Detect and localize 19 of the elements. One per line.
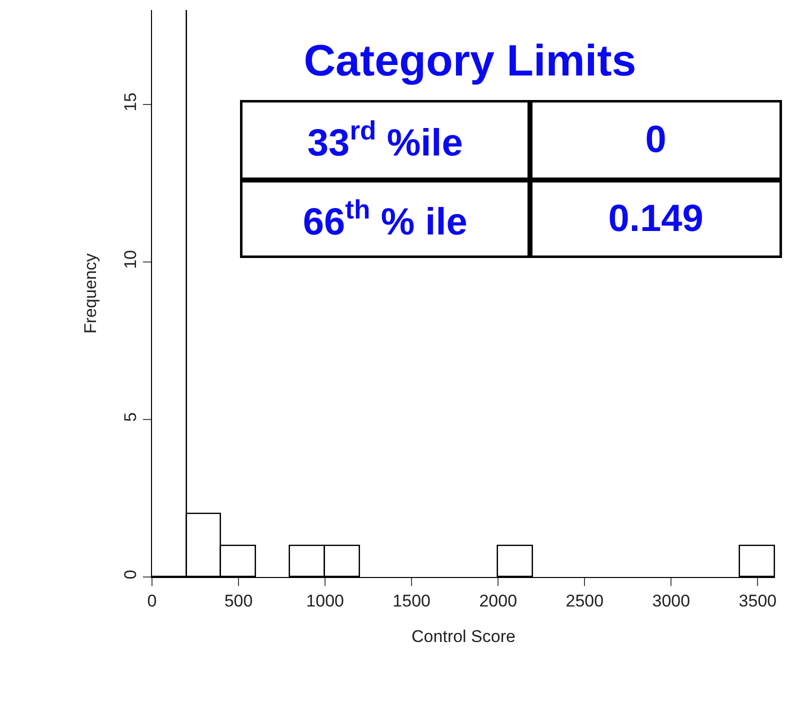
text: Category Limits xyxy=(304,36,636,86)
y-tick-label: 5 xyxy=(121,412,140,422)
y-axis-title: Frequency xyxy=(80,252,100,334)
y-tick-label: 15 xyxy=(121,92,140,112)
y-tick-label: 10 xyxy=(121,250,140,269)
x-tick-label: 3000 xyxy=(652,591,690,610)
annotation: 33$^{rd}$ %ile xyxy=(307,115,463,164)
x-tick-label: 500 xyxy=(224,591,253,610)
y-tick-label: 0 xyxy=(121,570,140,580)
annotation: 0 xyxy=(645,118,666,161)
annotation: 0.149 xyxy=(608,198,704,240)
x-tick-label: 2500 xyxy=(566,591,604,610)
x-tick-label: 0 xyxy=(147,591,157,610)
x-tick-label: 1000 xyxy=(306,591,344,610)
annotation: 66$^{th}$ % ile xyxy=(302,194,468,244)
x-tick-label: 1500 xyxy=(392,591,430,610)
x-axis-title: Control Score xyxy=(412,626,516,646)
x-tick-label: 2000 xyxy=(479,591,518,610)
x-tick-label: 3500 xyxy=(738,591,777,610)
